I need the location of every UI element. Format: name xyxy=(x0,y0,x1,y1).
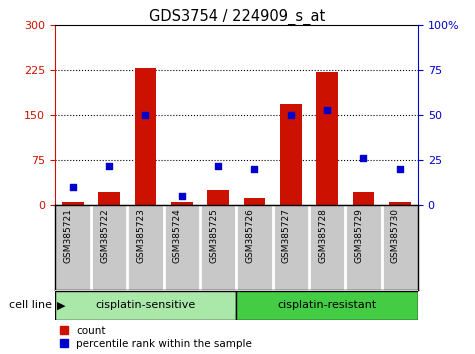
Legend: count, percentile rank within the sample: count, percentile rank within the sample xyxy=(60,326,252,349)
Text: cisplatin-resistant: cisplatin-resistant xyxy=(277,300,377,310)
Text: GDS3754 / 224909_s_at: GDS3754 / 224909_s_at xyxy=(149,9,326,25)
Text: GSM385727: GSM385727 xyxy=(282,208,291,263)
Point xyxy=(396,166,404,172)
Text: GSM385729: GSM385729 xyxy=(354,208,363,263)
Text: GSM385728: GSM385728 xyxy=(318,208,327,263)
Text: GSM385723: GSM385723 xyxy=(136,208,145,263)
Text: GSM385722: GSM385722 xyxy=(100,208,109,263)
Bar xyxy=(134,68,156,205)
Bar xyxy=(237,291,418,320)
Point xyxy=(360,155,367,161)
Bar xyxy=(280,104,302,205)
Bar xyxy=(316,72,338,205)
Text: cisplatin-sensitive: cisplatin-sensitive xyxy=(95,300,196,310)
Text: GSM385724: GSM385724 xyxy=(173,208,182,263)
Text: ▶: ▶ xyxy=(57,300,66,310)
Bar xyxy=(98,192,120,205)
Point xyxy=(251,166,258,172)
Bar xyxy=(207,190,229,205)
Text: GSM385725: GSM385725 xyxy=(209,208,218,263)
Text: GSM385726: GSM385726 xyxy=(246,208,255,263)
Bar xyxy=(55,291,237,320)
Point xyxy=(142,112,149,118)
Point xyxy=(69,184,76,190)
Point xyxy=(287,112,294,118)
Text: cell line: cell line xyxy=(9,300,52,310)
Point xyxy=(323,107,331,113)
Text: GSM385730: GSM385730 xyxy=(391,208,400,263)
Bar xyxy=(244,198,266,205)
Bar xyxy=(389,202,411,205)
Bar xyxy=(62,202,84,205)
Text: GSM385721: GSM385721 xyxy=(64,208,73,263)
Bar xyxy=(352,192,374,205)
Point xyxy=(214,163,222,169)
Point xyxy=(105,163,113,169)
Bar xyxy=(171,202,193,205)
Point xyxy=(178,193,186,199)
